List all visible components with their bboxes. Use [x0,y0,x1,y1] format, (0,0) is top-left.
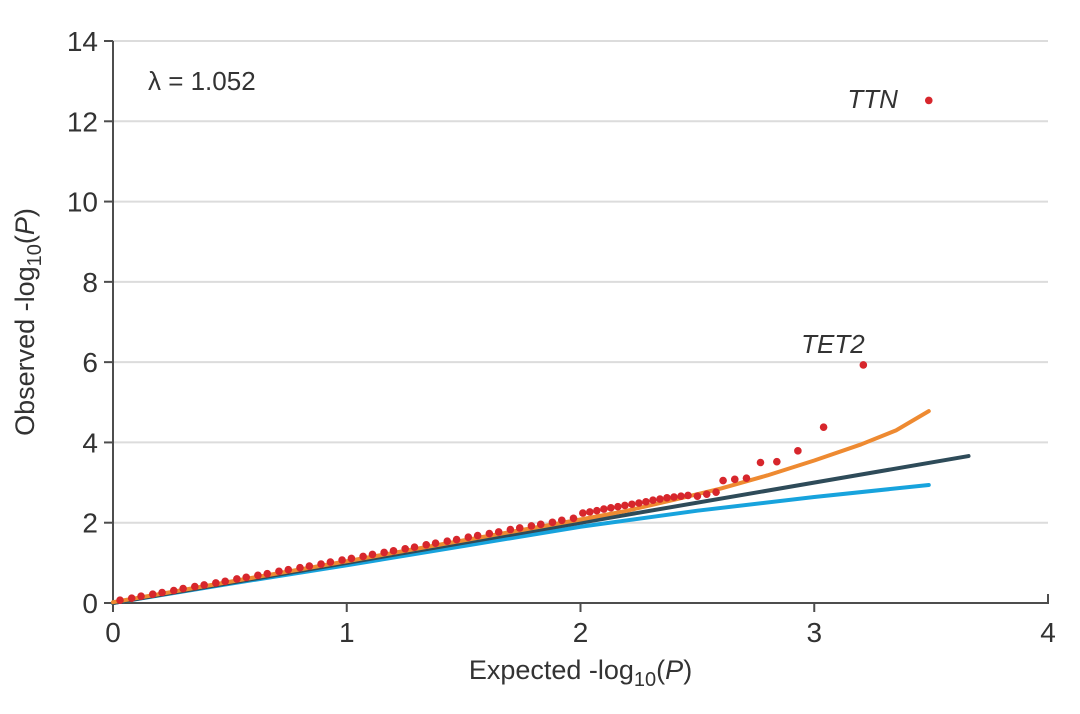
y-tick-label-6: 6 [82,347,98,378]
observed-gene-points-5 [169,586,178,595]
observed-gene-points-69 [819,423,828,431]
observed-gene-points-62 [712,488,720,497]
observed-gene-points-56 [663,494,671,502]
observed-gene-points-30 [431,539,440,547]
observed-gene-points-7 [191,582,199,591]
observed-gene-points-35 [485,529,494,538]
observed-gene-points-37 [506,525,515,534]
observed-gene-points-39 [527,522,536,530]
observed-gene-points-63 [719,476,727,485]
x-tick-label-0: 0 [105,617,121,648]
observed-gene-points-55 [656,495,664,503]
observed-gene-points-58 [677,492,685,501]
observed-gene-points-33 [464,533,473,541]
observed-gene-points-46 [593,506,601,515]
x-axis-label: Expected -log10(P) [469,655,692,691]
observed-gene-points-6 [179,584,187,593]
observed-gene-points-27 [401,545,409,553]
observed-gene-points-61 [702,490,711,499]
observed-gene-points-2 [137,592,145,600]
observed-gene-points-71 [924,96,933,105]
observed-gene-points-1 [127,594,136,602]
observed-gene-points-51 [628,500,636,509]
observed-gene-points-42 [558,516,566,525]
observed-gene-points-59 [684,491,692,500]
y-tick-label-12: 12 [67,106,98,137]
observed-gene-points-31 [443,537,452,545]
observed-gene-points-64 [730,475,739,484]
observed-gene-points-21 [338,556,346,564]
x-tick-label-3: 3 [806,617,822,648]
observed-gene-points-0 [116,596,124,604]
y-tick-label-8: 8 [82,267,98,298]
observed-gene-points-34 [473,531,482,540]
observed-gene-points-16 [284,565,293,574]
observed-gene-points-53 [642,498,650,506]
observed-gene-points-44 [579,509,587,517]
observed-gene-points-41 [548,518,557,527]
upper-model-line [111,409,931,605]
lambda-annotation: λ = 1.052 [148,66,256,96]
observed-gene-points-38 [515,524,524,532]
observed-gene-points-10 [221,577,229,586]
observed-gene-points-8 [200,581,208,589]
observed-gene-points-45 [586,508,594,516]
observed-gene-points-32 [452,535,461,544]
observed-gene-points-60 [693,492,702,501]
observed-gene-points-22 [347,554,356,563]
observed-gene-points-12 [242,573,251,582]
y-tick-label-0: 0 [82,588,98,619]
observed-gene-points-40 [536,520,545,529]
observed-gene-points-19 [317,560,325,568]
observed-gene-points-23 [359,552,367,561]
observed-gene-points-3 [148,590,157,598]
observed-gene-points-28 [410,543,419,552]
observed-gene-points-50 [621,501,629,510]
observed-gene-points-14 [263,569,272,578]
observed-gene-points-17 [296,563,304,572]
observed-gene-points-66 [756,458,765,467]
y-tick-label-10: 10 [67,187,98,218]
observed-gene-points-49 [614,502,622,511]
observed-gene-points-52 [635,499,643,507]
observed-gene-points-13 [254,571,262,580]
y-axis-label: Observed -log10(P) [10,208,46,436]
gene-label-tet2: TET2 [801,329,865,359]
observed-gene-points-20 [326,558,335,566]
x-tick-label-2: 2 [573,617,589,648]
observed-gene-points-25 [380,548,388,557]
observed-gene-points-24 [368,550,377,559]
observed-gene-points-47 [600,505,608,513]
observed-gene-points-15 [275,567,283,576]
observed-gene-points-29 [422,540,431,549]
x-tick-label-1: 1 [339,617,355,648]
observed-gene-points-54 [649,496,657,505]
observed-gene-points-57 [670,493,678,501]
x-tick-label-4: 4 [1040,617,1056,648]
observed-gene-points-67 [773,457,781,466]
observed-gene-points-36 [494,528,503,536]
y-tick-label-4: 4 [82,427,98,458]
observed-gene-points-4 [158,588,166,597]
observed-gene-points-48 [607,504,615,512]
observed-gene-points-18 [305,562,314,570]
observed-gene-points-68 [794,447,802,455]
observed-gene-points-11 [233,575,241,583]
gene-label-ttn: TTN [847,84,898,114]
y-tick-label-2: 2 [82,508,98,539]
y-tick-label-14: 14 [67,26,98,57]
lower-model-line [111,482,931,605]
observed-gene-points-26 [389,547,398,555]
observed-gene-points-70 [859,361,868,369]
observed-gene-points-65 [742,474,751,482]
observed-gene-points-9 [212,579,220,587]
observed-gene-points-43 [569,514,578,523]
